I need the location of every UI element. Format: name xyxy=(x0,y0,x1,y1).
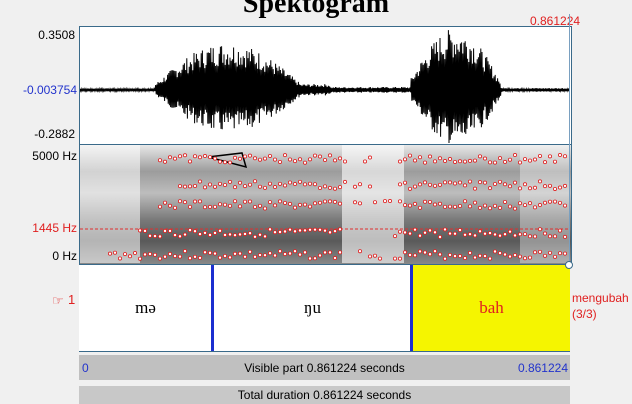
tier-side-label: mengubah xyxy=(572,291,629,305)
spectrogram-panel[interactable] xyxy=(79,144,572,266)
visible-part-text: Visible part 0.861224 seconds xyxy=(244,360,405,375)
cursor-line xyxy=(569,14,570,266)
boundary-1[interactable] xyxy=(211,265,214,351)
segment-label: ŋu xyxy=(304,298,321,317)
total-duration-bar[interactable]: Total duration 0.861224 seconds xyxy=(79,386,570,404)
segment-1[interactable]: mə xyxy=(79,265,212,351)
triangle-annotation-icon xyxy=(207,152,248,169)
waveform-panel[interactable] xyxy=(79,26,572,146)
visible-part-bar[interactable]: 0 Visible part 0.861224 seconds 0.861224 xyxy=(79,355,570,380)
cursor-handle[interactable] xyxy=(565,261,573,269)
segment-label: mə xyxy=(135,298,156,317)
tier-pointer-icon[interactable]: ☞ xyxy=(52,293,64,308)
waveform-min-label: -0.2882 xyxy=(34,127,75,141)
window-title: Spektogram xyxy=(242,0,390,19)
spectrogram-bottom-label: 0 Hz xyxy=(52,249,77,263)
boundary-2[interactable] xyxy=(410,265,413,351)
spectrogram-svg xyxy=(80,145,569,263)
tier-panel[interactable]: mə ŋu bah xyxy=(79,264,570,352)
segment-2[interactable]: ŋu xyxy=(214,265,411,351)
visible-start: 0 xyxy=(82,361,89,375)
segment-label: bah xyxy=(479,298,504,317)
waveform-svg xyxy=(80,30,569,143)
visible-end: 0.861224 xyxy=(517,361,568,375)
cursor-time-label: 0.861224 xyxy=(530,14,581,28)
spectrogram-top-label: 5000 Hz xyxy=(32,149,77,163)
waveform-max-label: 0.3508 xyxy=(38,28,75,42)
waveform-zero-label: -0.003754 xyxy=(22,83,77,97)
spectrogram-cursor-label: 1445 Hz xyxy=(32,221,77,235)
tier-number: 1 xyxy=(68,292,76,307)
tier-side-sublabel: (3/3) xyxy=(572,307,597,321)
segment-3-selected[interactable]: bah xyxy=(413,265,570,351)
